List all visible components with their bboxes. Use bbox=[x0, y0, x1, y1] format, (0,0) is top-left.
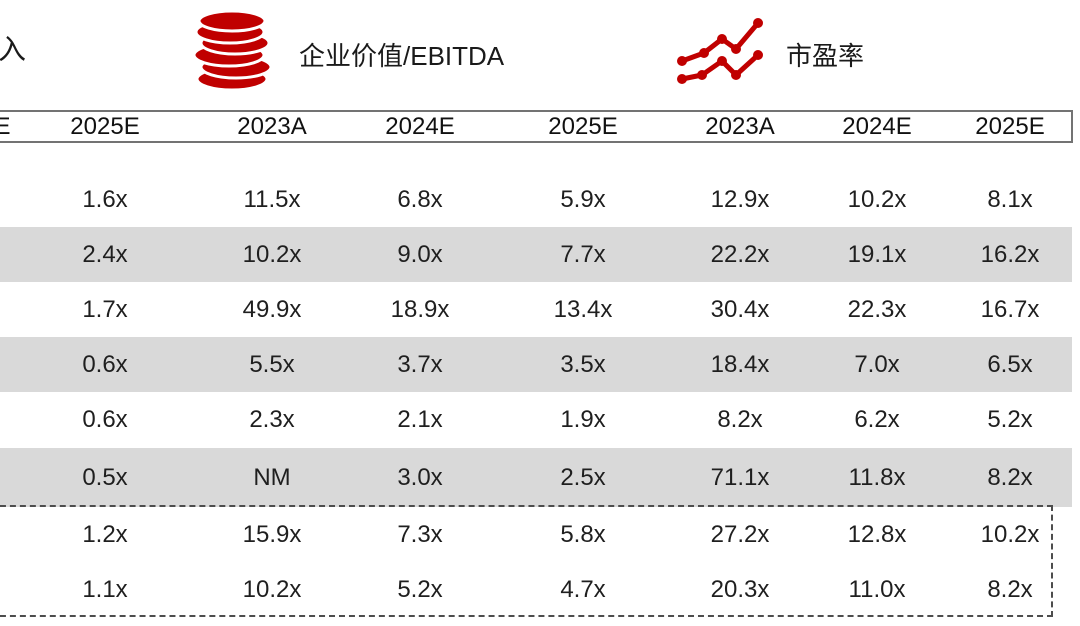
table-cell: 10.2x bbox=[242, 576, 302, 603]
table-cell: 5.2x bbox=[987, 406, 1033, 433]
table-cell: 0.6x bbox=[82, 351, 128, 378]
table-cell: 7.3x bbox=[397, 521, 443, 548]
table-row: 1.7x 49.9x 18.9x 13.4x 30.4x 22.3x 16.7x bbox=[0, 282, 1072, 337]
table-cell: 13.4x bbox=[553, 296, 613, 323]
table-cell: 22.3x bbox=[847, 296, 907, 323]
table-cell: 2.5x bbox=[560, 464, 606, 491]
legend-label-ev-ebitda: 企业价值/EBITDA bbox=[299, 41, 505, 71]
table-row: 1.2x 15.9x 7.3x 5.8x 27.2x 12.8x 10.2x bbox=[0, 507, 1072, 562]
table-cell: 16.7x bbox=[980, 296, 1040, 323]
table-cell: 8.2x bbox=[987, 576, 1033, 603]
column-header: 2025E bbox=[548, 113, 618, 140]
table-cell: 12.8x bbox=[847, 521, 907, 548]
coins-icon bbox=[192, 9, 273, 93]
table-cell: 11.0x bbox=[848, 576, 906, 603]
table-cell: 27.2x bbox=[710, 521, 770, 548]
table-cell: 16.2x bbox=[980, 241, 1040, 268]
table-cell: 3.0x bbox=[397, 464, 443, 491]
table-cell: 10.2x bbox=[242, 241, 302, 268]
column-header: 2023A bbox=[705, 113, 775, 140]
table-cell: 8.2x bbox=[717, 406, 763, 433]
table-header-row: E 2025E 2023A 2024E 2025E 2023A 2024E 20… bbox=[0, 110, 1073, 143]
table-cell: 12.9x bbox=[710, 186, 770, 213]
table-cell: 6.2x bbox=[854, 406, 900, 433]
table-cell: 30.4x bbox=[710, 296, 770, 323]
column-header: E bbox=[0, 113, 11, 140]
table-cell: 7.0x bbox=[854, 351, 900, 378]
table-row: 0.5x NM 3.0x 2.5x 71.1x 11.8x 8.2x bbox=[0, 448, 1072, 507]
table-row: 2.4x 10.2x 9.0x 7.7x 22.2x 19.1x 16.2x bbox=[0, 227, 1072, 282]
table-cell: 3.7x bbox=[397, 351, 443, 378]
column-header: 2024E bbox=[385, 113, 455, 140]
table-cell: 2.1x bbox=[397, 406, 443, 433]
table-cell: 2.3x bbox=[249, 406, 295, 433]
table-cell: 5.8x bbox=[560, 521, 606, 548]
table-row: 0.6x 5.5x 3.7x 3.5x 18.4x 7.0x 6.5x bbox=[0, 337, 1072, 392]
column-header: 2023A bbox=[237, 113, 307, 140]
table-cell: 9.0x bbox=[397, 241, 443, 268]
table-cell: 18.9x bbox=[390, 296, 450, 323]
table-cell: 1.6x bbox=[82, 186, 128, 213]
table-cell: 8.2x bbox=[987, 464, 1033, 491]
table-cell: 1.1x bbox=[82, 576, 128, 603]
table-cell: 15.9x bbox=[242, 521, 302, 548]
table-cell: 0.5x bbox=[82, 464, 128, 491]
column-header: 2024E bbox=[842, 113, 912, 140]
table-cell: 0.6x bbox=[82, 406, 128, 433]
table-cell: 10.2x bbox=[847, 186, 907, 213]
table-cell: 8.1x bbox=[987, 186, 1033, 213]
table-cell: NM bbox=[253, 464, 291, 491]
table-cell: 7.7x bbox=[560, 241, 606, 268]
table-row: 1.1x 10.2x 5.2x 4.7x 20.3x 11.0x 8.2x bbox=[0, 562, 1072, 617]
table-cell: 6.8x bbox=[397, 186, 443, 213]
table-cell: 1.7x bbox=[82, 296, 128, 323]
table-cell: 5.9x bbox=[560, 186, 606, 213]
table-cell: 49.9x bbox=[242, 296, 302, 323]
table-row: 1.6x 11.5x 6.8x 5.9x 12.9x 10.2x 8.1x bbox=[0, 172, 1072, 227]
table-cell: 18.4x bbox=[710, 351, 770, 378]
table-cell: 19.1x bbox=[847, 241, 907, 268]
table-cell: 6.5x bbox=[987, 351, 1033, 378]
table-cell: 2.4x bbox=[82, 241, 128, 268]
table-cell: 1.2x bbox=[82, 521, 128, 548]
legend-label-pe: 市盈率 bbox=[786, 41, 865, 71]
table-cell: 11.5x bbox=[243, 186, 301, 213]
table-cell: 5.5x bbox=[249, 351, 295, 378]
table-cell: 5.2x bbox=[397, 576, 443, 603]
table-cell: 22.2x bbox=[710, 241, 770, 268]
table-cell: 3.5x bbox=[560, 351, 606, 378]
table-cell: 71.1x bbox=[710, 464, 770, 491]
table-cell: 10.2x bbox=[980, 521, 1040, 548]
cropped-left-metric-label: 入 bbox=[0, 34, 27, 65]
table-cell: 20.3x bbox=[710, 576, 770, 603]
table-cell: 1.9x bbox=[560, 406, 606, 433]
trend-lines-icon bbox=[676, 13, 766, 93]
table-cell: 4.7x bbox=[560, 576, 606, 603]
table-cell: 11.8x bbox=[848, 464, 906, 491]
column-header: 2025E bbox=[70, 113, 140, 140]
column-header: 2025E bbox=[975, 113, 1045, 140]
table-row: 0.6x 2.3x 2.1x 1.9x 8.2x 6.2x 5.2x bbox=[0, 392, 1072, 447]
